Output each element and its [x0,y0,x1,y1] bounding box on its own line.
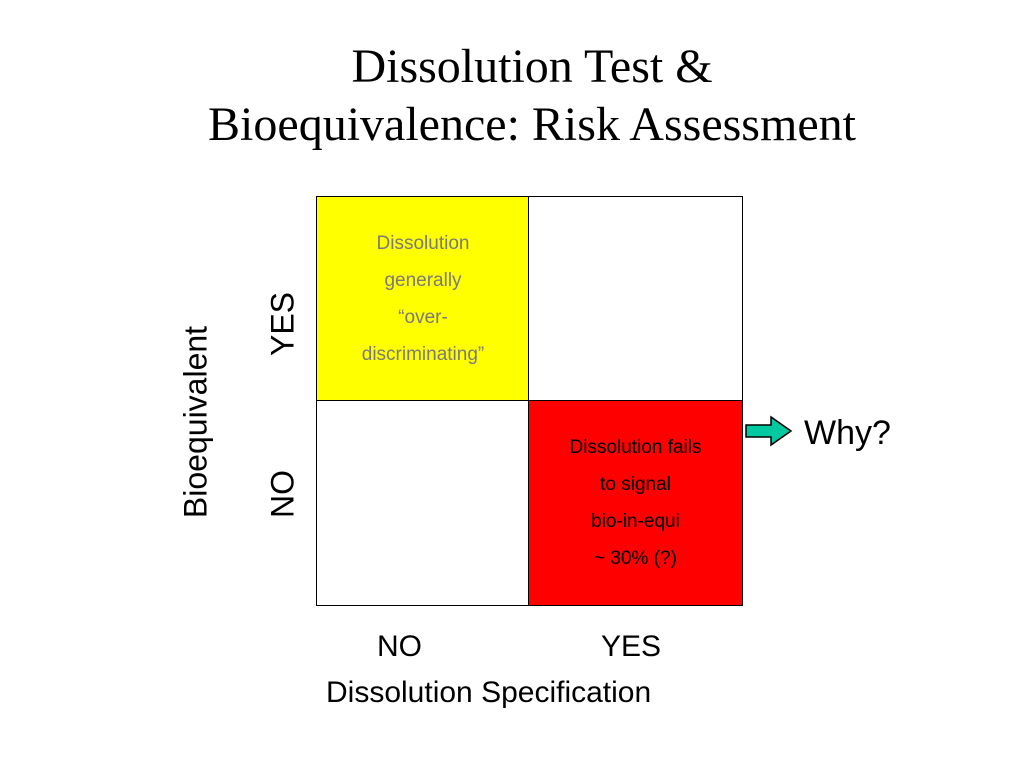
cell-text-line: generally [384,270,462,291]
cell-bioequivalent-no-dissolution-yes: Dissolution fails to signal bio-in-equi … [528,400,743,606]
cell-text-line: ~ 30% (?) [594,548,677,569]
cell-text-line: Dissolution [376,233,470,254]
cell-text-line: “over- [398,307,448,328]
title-line-1: Dissolution Test & [351,40,713,93]
cell-fails-to-signal-text: Dissolution fails to signal bio-in-equi … [570,429,702,577]
title-line-2: Bioequivalence: Risk Assessment [208,98,856,151]
arrow-right-icon [745,415,793,447]
slide-title: Dissolution Test & Bioequivalence: Risk … [0,38,1024,154]
risk-matrix: Dissolution generally “over- discriminat… [316,196,743,606]
why-callout: Why? [804,414,891,452]
cell-over-discriminating-text: Dissolution generally “over- discriminat… [362,225,484,373]
y-axis-no-label: NO [264,470,301,518]
cell-text-line: bio-in-equi [591,511,680,532]
cell-bioequivalent-no-dissolution-no [316,400,530,606]
cell-text-line: to signal [600,474,671,495]
cell-bioequivalent-yes-dissolution-yes [528,196,743,402]
x-axis-label: Dissolution Specification [326,676,652,709]
y-axis-label: Bioequivalent [177,325,214,519]
y-axis-yes-label: YES [264,291,301,357]
cell-text-line: Dissolution fails [569,437,702,458]
x-axis-yes-label: YES [601,630,662,663]
cell-bioequivalent-yes-dissolution-no: Dissolution generally “over- discriminat… [316,196,530,402]
cell-text-line: discriminating” [361,344,485,365]
x-axis-no-label: NO [377,630,422,663]
